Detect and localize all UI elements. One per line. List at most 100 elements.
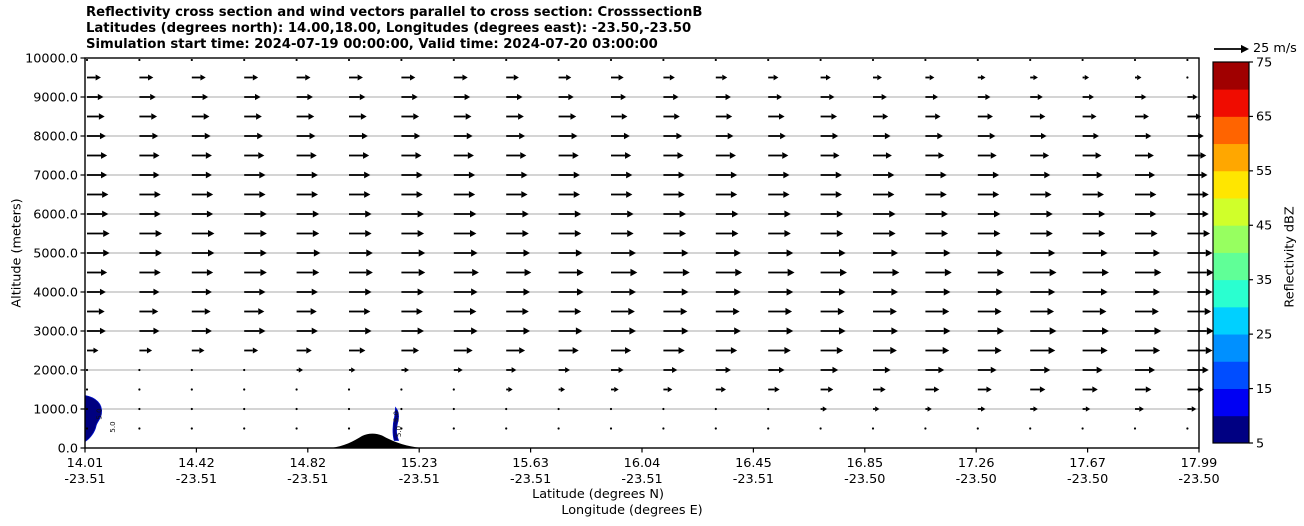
wind-arrow-head [458,367,463,373]
wind-arrow-head [252,347,259,354]
wind-arrow-head [1096,171,1103,179]
wind-arrow-dot [557,58,560,62]
x-tick-label-lat: 16.45 [735,456,772,471]
wind-arrow-head [312,210,320,218]
wind-arrow-dot [557,427,560,430]
wind-arrow-head [417,229,425,238]
y-tick-label: 8000.0 [33,129,78,144]
wind-arrow-head [523,327,531,335]
wind-arrow-head [103,249,110,257]
wind-arrow-dot [400,407,403,411]
wind-arrow-head [669,74,675,81]
y-axis: 0.0 1000.0 2000.0 3000.0 4000.0 5000.0 6000.0 7… [25,51,85,456]
wind-arrow-head [680,307,688,316]
wind-arrow-dot [138,58,141,62]
wind-arrow-head [364,171,371,179]
wind-arrow-head [674,113,680,120]
x-tick-label-lat: 17.26 [958,456,995,471]
wind-arrow-head [681,327,689,335]
wind-arrow-head [1137,74,1142,81]
colorbar-tick-label: 15 [1256,382,1272,397]
wind-arrow-head [779,113,785,120]
wind-arrow-head [520,152,527,159]
wind-arrow-head [774,386,780,393]
wind-arrow-head [981,74,986,81]
wind-arrow-head [733,307,740,316]
wind-arrow-head [1153,346,1161,355]
wind-arrow-head [940,171,947,179]
gridlines [85,96,1199,410]
wind-arrow-head [626,171,633,179]
wind-arrow-dot [714,427,717,430]
x-axis: 14.01-23.5114.42-23.5114.82-23.5115.23-2… [64,448,1220,487]
wind-arrow-head [519,132,526,140]
wind-arrow-head [838,288,846,296]
wind-arrow-dot [452,407,455,411]
wind-arrow-head [730,171,738,179]
wind-arrow-head [305,74,311,81]
colorbar-label: Reflectivity dBZ [1282,206,1298,308]
wind-arrow-head [677,152,684,159]
x-tick-label-lon: -23.51 [621,472,662,487]
wind-arrow-head [838,249,846,257]
wind-arrow-head [730,347,738,354]
wind-arrow-head [363,152,370,159]
wind-arrow-head [468,191,476,198]
wind-arrow-head [410,74,416,81]
wind-arrow-head [673,93,679,101]
wind-arrow-dot [85,427,89,430]
wind-arrow-head [522,307,529,316]
wind-arrow-head [981,406,986,412]
wind-arrow-head [944,268,952,277]
wind-arrow-head [155,249,163,257]
colorbar-band [1213,361,1249,389]
wind-arrow-head [466,347,473,354]
wind-arrow-dot [400,388,403,391]
wind-arrow-head [786,249,794,257]
wind-arrow-head [313,249,321,257]
wind-arrow-head [891,288,899,296]
wind-arrow-head [994,210,1001,218]
wind-arrow-head [260,268,267,277]
wind-arrow-dot [243,368,246,372]
wind-arrow-head [252,74,259,81]
wind-arrow-dot [347,58,351,62]
wind-arrow-head [416,171,423,179]
wind-arrow-head [1201,171,1208,179]
wind-arrow-head [99,288,106,296]
wind-arrow-head [985,94,991,100]
wind-arrow-head [882,113,889,120]
wind-arrow-head [890,346,897,355]
wind-arrow-head [154,210,161,218]
wind-arrow-head [732,229,739,238]
wind-arrow-head [1206,268,1214,277]
wind-arrow-head [735,268,743,277]
wind-arrow-head [940,191,947,198]
wind-arrow-head [888,171,895,179]
colorbar: 5 15 25 35 45 55 65 75 [1212,55,1272,451]
wind-arrow-head [260,249,267,257]
wind-arrow-head [208,249,215,257]
quiver-key-label: 25 m/s [1253,40,1297,56]
x-tick-label-lon: -23.50 [956,472,997,487]
wind-arrow-head [892,268,900,277]
wind-arrow-head [1202,366,1209,374]
wind-arrow-dot [1186,76,1189,79]
reflectivity-contours: 5.0 5.0 5.0 5.0 [84,395,403,443]
wind-arrow-head [1096,366,1103,374]
wind-arrow-dot [819,58,822,62]
wind-arrow-head [99,132,106,140]
wind-arrow-head [1153,249,1161,257]
wind-arrow-head [153,288,160,296]
wind-arrow-head [934,386,940,393]
chart-subtitle-latlon: Latitudes (degrees north): 14.00,18.00, … [86,21,692,36]
wind-arrow-head [784,346,791,355]
wind-arrow-head [1099,307,1107,316]
wind-arrow-head [987,113,993,120]
wind-arrow-head [943,327,951,335]
wind-arrow-head [366,249,373,257]
wind-arrow-head [929,74,935,81]
wind-arrow-head [996,249,1003,257]
colorbar-band [1213,62,1249,90]
x-axis-label-longitude: Longitude (degrees E) [561,503,703,518]
